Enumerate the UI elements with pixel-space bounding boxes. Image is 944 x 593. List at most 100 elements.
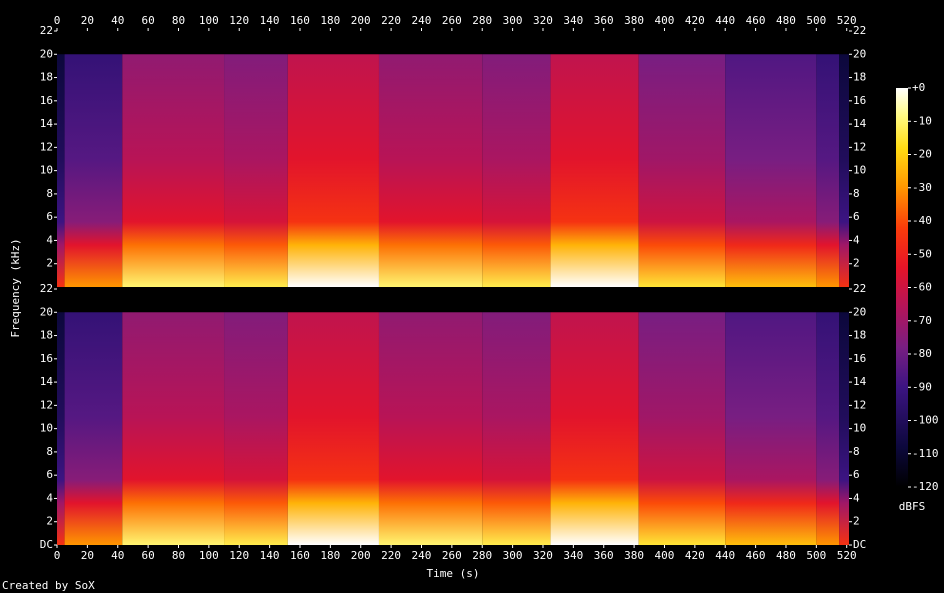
x-tick-label: 340 (563, 549, 583, 562)
y-tick-label: 10 (40, 164, 53, 177)
x-axis-label: Time (s) (427, 567, 480, 580)
x-tick-label-top: 220 (381, 14, 401, 27)
colorbar-tick-label: -60 (912, 281, 932, 294)
y-tick-label: 4 (46, 233, 53, 246)
footer: Created by SoX (2, 579, 95, 592)
y-tick-label-right: 12 (853, 398, 866, 411)
spectrogram-segment (378, 54, 483, 287)
x-tick-label: 100 (199, 549, 219, 562)
y-tick-label: 8 (46, 445, 53, 458)
spectrogram-segment (57, 312, 65, 545)
x-tick-label: 180 (320, 549, 340, 562)
y-tick-label: 6 (46, 468, 53, 481)
y-tick-label: DC (40, 538, 53, 551)
x-tick-label-top: 360 (594, 14, 614, 27)
colorbar-tick-label: -30 (912, 181, 932, 194)
x-tick-label-top: 300 (503, 14, 523, 27)
y-tick-label-right: 10 (853, 422, 866, 435)
y-tick-label-right: 18 (853, 71, 866, 84)
spectrogram-segment (725, 54, 817, 287)
y-tick-label: 2 (46, 257, 53, 270)
x-tick-label-top: 140 (260, 14, 280, 27)
x-tick-label-top: 80 (172, 14, 185, 27)
x-tick-label: 380 (624, 549, 644, 562)
y-tick-label: 2 (46, 515, 53, 528)
x-tick-label-top: 400 (655, 14, 675, 27)
x-tick-label: 200 (351, 549, 371, 562)
colorbar-tick-label: -80 (912, 347, 932, 360)
y-tick-label: 22 (40, 282, 53, 295)
x-tick-label-top: 120 (229, 14, 249, 27)
x-tick-label: 520 (837, 549, 857, 562)
y-tick-label-right: 20 (853, 47, 866, 60)
x-tick-label-top: 440 (715, 14, 735, 27)
x-tick-label-top: 240 (412, 14, 432, 27)
colorbar-tick-label: -40 (912, 214, 932, 227)
colorbar-tick-label: -50 (912, 247, 932, 260)
x-tick-label-top: 380 (624, 14, 644, 27)
x-tick-label: 160 (290, 549, 310, 562)
x-tick-label: 120 (229, 549, 249, 562)
x-tick-label-top: 20 (81, 14, 94, 27)
spectrogram-segment (839, 54, 849, 287)
x-tick-label-top: 500 (806, 14, 826, 27)
spectrogram-segment (638, 54, 726, 287)
colorbar-tick-label: -90 (912, 380, 932, 393)
spectrogram-segment (287, 312, 379, 545)
spectrogram-segment (482, 54, 551, 287)
spectrogram-segment (638, 312, 726, 545)
y-tick-label: 16 (40, 352, 53, 365)
x-tick-label-top: 180 (320, 14, 340, 27)
y-tick-label-right: 16 (853, 94, 866, 107)
x-tick-label-top: 480 (776, 14, 796, 27)
y-tick-label: 16 (40, 94, 53, 107)
y-tick-label-right: 2 (853, 257, 860, 270)
y-tick-label-right: 20 (853, 305, 866, 318)
x-tick-label: 320 (533, 549, 553, 562)
y-tick-label-right: 6 (853, 468, 860, 481)
y-tick-label-right: 8 (853, 187, 860, 200)
spectrogram-segment (122, 54, 225, 287)
x-tick-label: 500 (806, 549, 826, 562)
x-tick-label: 360 (594, 549, 614, 562)
spectrogram-segment (482, 312, 551, 545)
y-tick-label-right: 8 (853, 445, 860, 458)
spectrogram-segment (816, 312, 840, 545)
y-tick-label-right: 14 (853, 375, 867, 388)
x-tick-label: 280 (472, 549, 492, 562)
x-tick-label: 440 (715, 549, 735, 562)
colorbar-label: dBFS (899, 500, 926, 513)
colorbar-tick-label: -100 (912, 414, 939, 427)
y-tick-label-right: 2 (853, 515, 860, 528)
y-tick-label: 18 (40, 329, 53, 342)
x-tick-label: 240 (412, 549, 432, 562)
colorbar-tick-label: +0 (912, 81, 925, 94)
y-tick-label: 20 (40, 47, 53, 60)
spectrogram-segment (224, 54, 288, 287)
y-tick-label-right: 22 (853, 282, 866, 295)
x-tick-label-top: 40 (111, 14, 124, 27)
x-tick-label: 460 (746, 549, 766, 562)
x-tick-label: 480 (776, 549, 796, 562)
x-tick-label-top: 280 (472, 14, 492, 27)
y-tick-label-right: 22 (853, 24, 866, 37)
y-tick-label-right: 10 (853, 164, 866, 177)
spectrogram-segment (57, 54, 65, 287)
spectrogram-segment (550, 312, 639, 545)
y-tick-label-right: 4 (853, 233, 860, 246)
x-tick-label-top: 340 (563, 14, 583, 27)
y-tick-label-right: 4 (853, 491, 860, 504)
colorbar-tick-label: -110 (912, 447, 939, 460)
x-tick-label-top: 200 (351, 14, 371, 27)
spectrogram-segment (287, 54, 379, 287)
x-tick-label: 40 (111, 549, 124, 562)
x-tick-label: 0 (54, 549, 61, 562)
x-tick-label-top: 60 (141, 14, 154, 27)
x-tick-label-top: 0 (54, 14, 61, 27)
y-tick-label: 18 (40, 71, 53, 84)
x-tick-label: 140 (260, 549, 280, 562)
spectrogram-segment (550, 54, 639, 287)
y-tick-label: 8 (46, 187, 53, 200)
x-tick-label-top: 320 (533, 14, 553, 27)
